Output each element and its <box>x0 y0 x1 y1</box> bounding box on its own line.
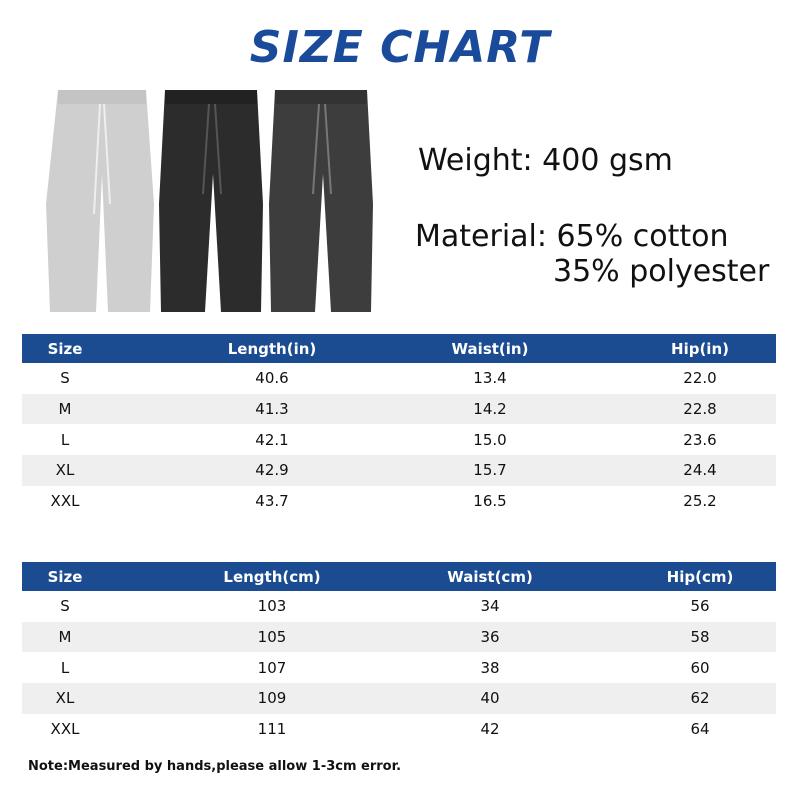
table-cell: 23.6 <box>683 430 717 449</box>
note: Note:Measured by hands,please allow 1-3c… <box>28 759 402 774</box>
table-cell: 16.5 <box>473 492 507 511</box>
product-photos <box>46 90 373 312</box>
pants-black <box>159 90 263 312</box>
table-cell: 42 <box>480 720 500 739</box>
table-cell: 15.0 <box>473 430 507 449</box>
table-cell: 38 <box>480 658 500 677</box>
table-row: XXL 111 42 64 <box>22 714 776 745</box>
column-header: Waist(in) <box>451 339 529 358</box>
table-cell: 105 <box>257 628 287 647</box>
column-header: Size <box>47 567 83 586</box>
table-cell: 24.4 <box>683 461 717 480</box>
table-cell: 40 <box>480 689 500 708</box>
table-cell: 41.3 <box>255 400 289 419</box>
table-cell: 43.7 <box>255 492 289 511</box>
pants-light <box>46 90 154 312</box>
table-cell: XXL <box>50 492 80 511</box>
column-header: Length(in) <box>227 339 317 358</box>
table-cell: 60 <box>690 658 710 677</box>
table-cell: L <box>60 430 70 449</box>
title: SIZE CHART <box>249 22 551 73</box>
table-cell: L <box>60 658 70 677</box>
column-header: Hip(cm) <box>666 567 734 586</box>
table-cell: 56 <box>690 597 710 616</box>
table-header: Size Length(cm) Waist(cm) Hip(cm) <box>22 562 776 591</box>
table-cell: 13.4 <box>473 369 507 388</box>
table-cell: 64 <box>690 720 710 739</box>
size-table-in: Size Length(in) Waist(in) Hip(in) S 40.6 13.4 2… <box>22 334 776 516</box>
table-row: XXL 43.7 16.5 25.2 <box>22 486 776 517</box>
table-cell: S <box>60 369 70 388</box>
table-cell: 42.9 <box>255 461 289 480</box>
table-cell: XL <box>55 461 75 480</box>
table-row: S 103 34 56 <box>22 591 776 622</box>
table-cell: 25.2 <box>683 492 717 511</box>
table-row: XL 109 40 62 <box>22 683 776 714</box>
table-row: M 41.3 14.2 22.8 <box>22 393 776 425</box>
table-cell: 58 <box>690 628 710 647</box>
column-header: Size <box>47 339 83 358</box>
table-cell: 62 <box>690 689 710 708</box>
table-cell: 22.0 <box>683 369 717 388</box>
column-header: Hip(in) <box>671 339 729 358</box>
table-cell: S <box>60 597 70 616</box>
table-cell: 42.1 <box>255 430 289 449</box>
table-row: L 42.1 15.0 23.6 <box>22 424 776 455</box>
table-cell: 34 <box>480 597 500 616</box>
table-header: Size Length(in) Waist(in) Hip(in) <box>22 334 776 363</box>
material: Material: 65% cotton <box>415 219 729 254</box>
table-cell: 103 <box>257 597 287 616</box>
table-cell: 107 <box>257 658 287 677</box>
table-cell: XXL <box>50 720 80 739</box>
weight: Weight: 400 gsm <box>418 143 673 178</box>
table-cell: 22.8 <box>683 400 717 419</box>
table-cell: 15.7 <box>473 461 507 480</box>
table-cell: XL <box>55 689 75 708</box>
pants-gray <box>269 90 373 312</box>
table-cell: M <box>58 628 72 647</box>
table-row: M 105 36 58 <box>22 621 776 653</box>
size-table-cm: Size Length(cm) Waist(cm) Hip(cm) S 103 34 56 M 1… <box>22 562 776 744</box>
table-cell: 111 <box>257 720 287 739</box>
column-header: Length(cm) <box>223 567 321 586</box>
column-header: Waist(cm) <box>447 567 533 586</box>
table-row: L 107 38 60 <box>22 652 776 683</box>
table-cell: 36 <box>480 628 500 647</box>
table-row: XL 42.9 15.7 24.4 <box>22 455 776 486</box>
table-cell: M <box>58 400 72 419</box>
material-2: 35% polyester <box>553 254 770 289</box>
table-cell: 109 <box>257 689 287 708</box>
table-row: S 40.6 13.4 22.0 <box>22 363 776 394</box>
table-cell: 14.2 <box>473 400 507 419</box>
table-cell: 40.6 <box>255 369 289 388</box>
